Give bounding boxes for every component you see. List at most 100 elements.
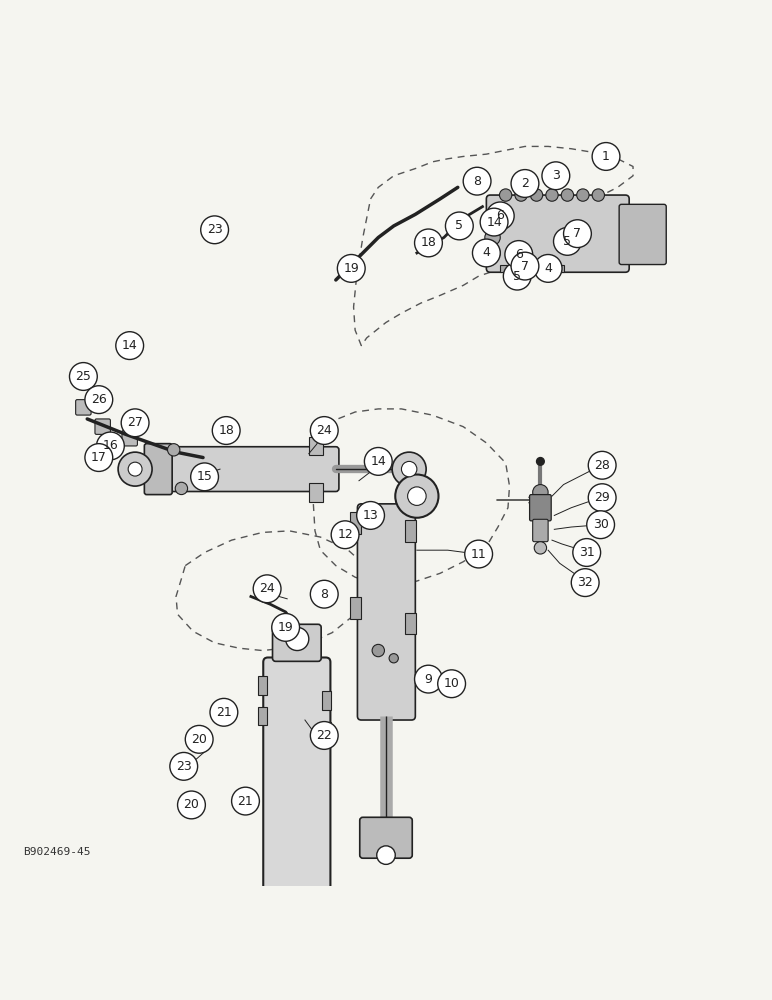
FancyBboxPatch shape [76, 400, 91, 415]
Text: 4: 4 [482, 246, 490, 259]
Text: 5: 5 [455, 219, 463, 232]
Circle shape [511, 170, 539, 197]
Text: 4: 4 [544, 262, 552, 275]
Text: 17: 17 [91, 451, 107, 464]
Bar [534, 265, 548, 272]
FancyBboxPatch shape [273, 624, 321, 661]
Circle shape [463, 167, 491, 195]
Text: 8: 8 [473, 175, 481, 188]
Text: 28: 28 [594, 459, 610, 472]
Text: 25: 25 [76, 370, 91, 383]
Bar [516, 265, 530, 272]
Circle shape [485, 245, 500, 261]
Circle shape [85, 386, 113, 414]
Text: 26: 26 [91, 393, 107, 406]
Text: 10: 10 [444, 677, 459, 690]
Circle shape [116, 332, 144, 359]
FancyBboxPatch shape [270, 909, 324, 959]
Text: 12: 12 [337, 528, 353, 541]
Circle shape [331, 521, 359, 549]
Text: B902469-45: B902469-45 [23, 847, 90, 857]
Circle shape [465, 540, 493, 568]
Circle shape [395, 475, 438, 518]
Circle shape [118, 452, 152, 486]
Circle shape [561, 189, 574, 201]
Circle shape [577, 189, 589, 201]
Circle shape [542, 162, 570, 190]
Circle shape [337, 255, 365, 282]
Circle shape [438, 670, 466, 698]
FancyBboxPatch shape [144, 444, 172, 495]
Circle shape [128, 462, 142, 476]
Circle shape [272, 613, 300, 641]
Text: 5: 5 [564, 235, 571, 248]
Circle shape [185, 725, 213, 753]
Circle shape [253, 575, 281, 603]
Circle shape [286, 627, 309, 651]
Text: 18: 18 [421, 236, 436, 249]
Circle shape [286, 937, 308, 959]
Circle shape [415, 229, 442, 257]
Text: 29: 29 [594, 491, 610, 504]
FancyBboxPatch shape [95, 419, 110, 434]
Text: 7: 7 [521, 260, 529, 273]
Circle shape [564, 220, 591, 248]
Circle shape [364, 448, 392, 475]
Circle shape [530, 189, 543, 201]
Text: 9: 9 [425, 673, 432, 686]
Bar [309, 483, 323, 502]
Text: 31: 31 [579, 546, 594, 559]
Text: 3: 3 [552, 169, 560, 182]
Text: 7: 7 [574, 227, 581, 240]
Text: 23: 23 [207, 223, 222, 236]
Text: 1: 1 [602, 150, 610, 163]
Circle shape [505, 241, 533, 268]
Text: 22: 22 [317, 729, 332, 742]
Circle shape [592, 143, 620, 170]
Circle shape [588, 484, 616, 512]
Circle shape [232, 787, 259, 815]
Circle shape [85, 444, 113, 471]
Text: 30: 30 [593, 518, 608, 531]
Circle shape [175, 482, 188, 495]
Circle shape [401, 461, 417, 477]
Circle shape [96, 432, 124, 460]
Circle shape [69, 363, 97, 390]
Bar [322, 691, 331, 710]
Text: 15: 15 [197, 470, 212, 483]
Bar [405, 613, 416, 634]
Text: 18: 18 [218, 424, 234, 437]
Text: 5: 5 [513, 270, 521, 283]
Circle shape [310, 722, 338, 749]
Circle shape [357, 502, 384, 529]
Circle shape [472, 239, 500, 267]
Text: 6: 6 [496, 209, 504, 222]
FancyBboxPatch shape [360, 817, 412, 858]
Bar [405, 520, 416, 542]
Text: 24: 24 [259, 582, 275, 595]
FancyBboxPatch shape [99, 438, 114, 454]
Circle shape [408, 487, 426, 505]
FancyBboxPatch shape [619, 204, 666, 265]
Bar [258, 707, 267, 725]
Text: 27: 27 [127, 416, 143, 429]
Circle shape [191, 463, 218, 491]
Text: 20: 20 [191, 733, 207, 746]
Circle shape [485, 214, 500, 230]
FancyBboxPatch shape [163, 447, 339, 492]
Circle shape [168, 444, 180, 456]
Bar [309, 437, 323, 455]
Bar [500, 265, 514, 272]
Text: 14: 14 [486, 216, 502, 229]
FancyBboxPatch shape [357, 504, 415, 720]
Text: 19: 19 [344, 262, 359, 275]
Bar [322, 722, 331, 741]
Circle shape [571, 569, 599, 596]
Circle shape [573, 539, 601, 566]
Text: 16: 16 [103, 439, 118, 452]
FancyBboxPatch shape [122, 431, 137, 446]
Text: 11: 11 [471, 548, 486, 561]
Circle shape [445, 212, 473, 240]
Text: 6: 6 [515, 248, 523, 261]
Bar [350, 597, 361, 619]
